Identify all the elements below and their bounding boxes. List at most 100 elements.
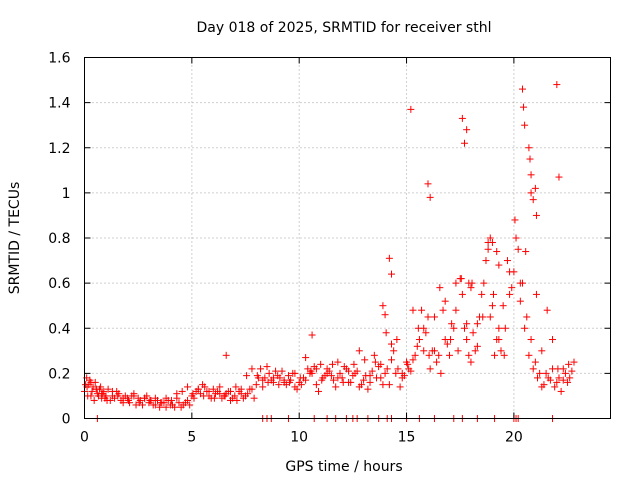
data-point xyxy=(478,290,486,298)
data-point xyxy=(413,342,421,350)
data-point xyxy=(248,365,256,373)
data-point xyxy=(383,365,391,373)
data-point xyxy=(461,139,469,147)
data-point xyxy=(538,383,546,391)
data-point xyxy=(162,403,170,411)
y-tick-label: 0.6 xyxy=(48,276,70,292)
axis-ticks: 0 5 10 15 20 0 0.2 0.4 0.6 0.8 1 1.2 1.4 1.6 xyxy=(48,51,611,446)
data-point xyxy=(308,331,316,339)
data-point xyxy=(169,401,177,409)
data-point xyxy=(486,234,494,242)
data-point xyxy=(418,306,426,314)
data-point xyxy=(480,279,488,287)
data-point xyxy=(332,383,340,391)
grid xyxy=(84,57,611,419)
data-point xyxy=(259,376,267,384)
data-point xyxy=(353,367,361,375)
data-point xyxy=(566,374,574,382)
data-point xyxy=(135,399,143,407)
data-point xyxy=(293,385,301,393)
data-point xyxy=(493,248,501,256)
data-point xyxy=(534,374,542,382)
data-point xyxy=(425,351,433,359)
data-point xyxy=(312,381,320,389)
data-point xyxy=(512,234,520,242)
y-tick-label: 0.8 xyxy=(48,231,70,247)
data-point xyxy=(536,369,544,377)
data-point xyxy=(407,105,415,113)
data-point xyxy=(175,399,183,407)
data-point xyxy=(336,369,344,377)
data-point xyxy=(393,336,401,344)
data-point xyxy=(221,392,229,400)
y-tick-label: 0 xyxy=(62,412,71,428)
data-point xyxy=(318,376,326,384)
data-point xyxy=(317,360,325,368)
data-point xyxy=(229,394,237,402)
data-point xyxy=(433,358,441,366)
plot-frame xyxy=(84,57,611,419)
data-point xyxy=(257,365,265,373)
data-point xyxy=(448,320,456,328)
y-tick-label: 1.4 xyxy=(48,96,70,112)
x-tick-label: 5 xyxy=(187,430,196,446)
data-point xyxy=(340,363,348,371)
data-point xyxy=(435,351,443,359)
data-point xyxy=(497,347,505,355)
data-point xyxy=(370,351,378,359)
data-point xyxy=(409,356,417,364)
data-point xyxy=(439,306,447,314)
data-point xyxy=(532,211,540,219)
data-point xyxy=(511,216,519,224)
data-point xyxy=(209,385,217,393)
data-point xyxy=(463,126,471,134)
data-point xyxy=(269,374,277,382)
data-point xyxy=(90,396,98,404)
data-point xyxy=(199,381,207,389)
data-point xyxy=(252,381,260,389)
data-point xyxy=(500,351,508,359)
data-point xyxy=(488,302,496,310)
data-point xyxy=(232,383,240,391)
data-point xyxy=(156,403,164,411)
data-point xyxy=(508,284,516,292)
data-point xyxy=(527,171,535,179)
data-point xyxy=(382,329,390,337)
data-point xyxy=(243,372,251,380)
data-point xyxy=(205,387,213,395)
data-point xyxy=(420,347,428,355)
data-point xyxy=(424,313,432,321)
data-point xyxy=(237,385,245,393)
x-tick-label: 10 xyxy=(290,430,308,446)
data-point xyxy=(92,385,100,393)
data-point xyxy=(553,378,561,386)
data-point xyxy=(564,378,572,386)
data-point xyxy=(392,369,400,377)
data-point xyxy=(557,387,565,395)
data-point xyxy=(323,369,331,377)
data-point xyxy=(189,390,197,398)
data-point xyxy=(488,239,496,247)
data-point xyxy=(177,403,185,411)
data-point xyxy=(296,374,304,382)
data-point xyxy=(396,383,404,391)
data-point xyxy=(272,367,280,375)
data-point xyxy=(463,320,471,328)
data-point xyxy=(381,369,389,377)
data-point xyxy=(379,302,387,310)
data-point xyxy=(415,336,423,344)
data-point xyxy=(103,396,111,404)
y-tick-label: 1.2 xyxy=(48,141,70,157)
data-point xyxy=(506,290,514,298)
data-point xyxy=(108,387,116,395)
data-points xyxy=(81,81,578,422)
data-point xyxy=(555,173,563,181)
data-point xyxy=(210,394,218,402)
data-point xyxy=(424,180,432,188)
data-point xyxy=(454,347,462,355)
data-point xyxy=(465,351,473,359)
data-point xyxy=(426,193,434,201)
data-point xyxy=(246,385,254,393)
data-point xyxy=(409,306,417,314)
